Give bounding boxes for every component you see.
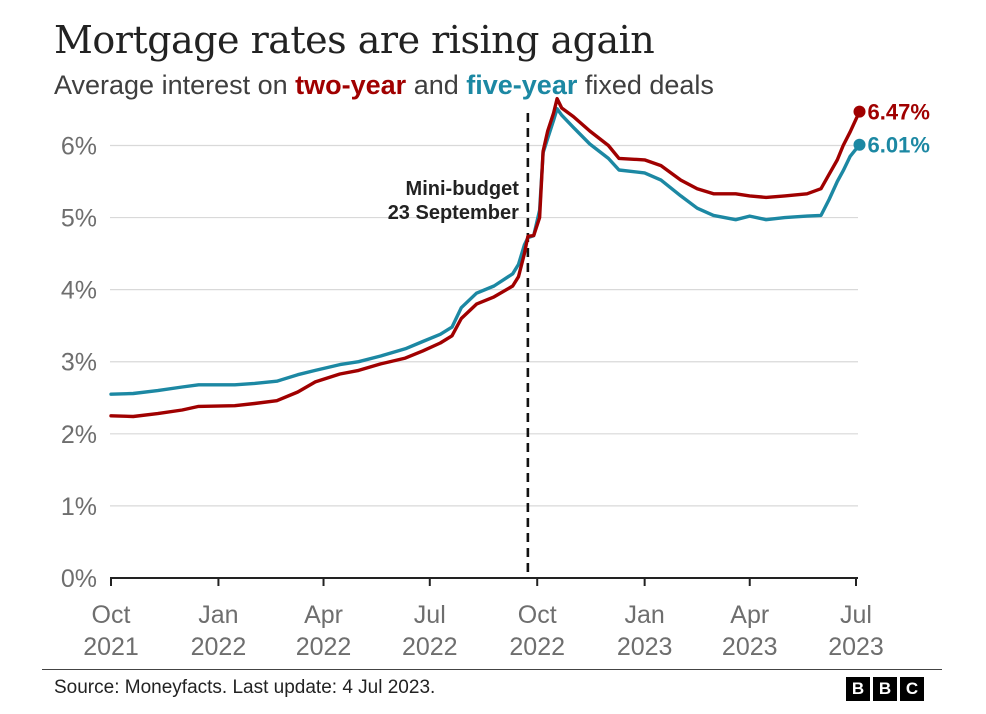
x-tick-label: Apr bbox=[730, 601, 769, 629]
x-tick-label: 2023 bbox=[722, 633, 778, 661]
logo-letter: B bbox=[846, 677, 870, 701]
subtitle-five-year-key: five-year bbox=[466, 70, 578, 100]
annotation-label: Mini-budget bbox=[406, 178, 520, 200]
series-end-label-two-year: 6.47% bbox=[868, 100, 930, 125]
chart-title: Mortgage rates are rising again bbox=[54, 18, 655, 62]
x-tick-label: Apr bbox=[304, 601, 343, 629]
x-tick-label: Jan bbox=[198, 601, 238, 629]
y-tick-label: 0% bbox=[61, 565, 97, 593]
series-end-label-five-year: 6.01% bbox=[868, 133, 930, 158]
y-tick-label: 2% bbox=[61, 421, 97, 449]
x-tick-label: 2022 bbox=[296, 633, 352, 661]
x-tick-label: 2023 bbox=[617, 633, 673, 661]
footer-divider bbox=[42, 669, 942, 670]
series-line-two-year bbox=[109, 96, 862, 419]
subtitle-text-mid: and bbox=[406, 70, 467, 100]
y-tick-label: 4% bbox=[61, 277, 97, 305]
x-tick-label: 2022 bbox=[509, 633, 565, 661]
y-tick-label: 6% bbox=[61, 132, 97, 160]
x-tick-label: Oct bbox=[92, 601, 131, 629]
series-end-point-two-year bbox=[853, 105, 866, 118]
x-tick-label: 2022 bbox=[402, 633, 458, 661]
logo-letter: C bbox=[900, 677, 924, 701]
y-tick-label: 1% bbox=[61, 493, 97, 521]
x-tick-label: 2022 bbox=[191, 633, 247, 661]
series-end-point-five-year bbox=[853, 138, 866, 151]
x-tick-label: Jul bbox=[414, 601, 446, 629]
annotation-label: 23 September bbox=[388, 202, 519, 224]
x-tick-label: Jan bbox=[624, 601, 664, 629]
y-tick-label: 5% bbox=[61, 205, 97, 233]
series-line-five-year bbox=[109, 107, 862, 396]
x-tick-label: 2023 bbox=[828, 633, 884, 661]
subtitle-two-year-key: two-year bbox=[295, 70, 407, 100]
x-tick-label: Oct bbox=[518, 601, 557, 629]
x-tick-label: Jul bbox=[840, 601, 872, 629]
bbc-logo: B B C bbox=[846, 677, 924, 701]
y-tick-label: 3% bbox=[61, 349, 97, 377]
logo-letter: B bbox=[873, 677, 897, 701]
source-note: Source: Moneyfacts. Last update: 4 Jul 2… bbox=[54, 677, 436, 698]
chart-subtitle: Average interest on two-year and five-ye… bbox=[54, 70, 714, 101]
subtitle-text-end: fixed deals bbox=[577, 70, 714, 100]
x-tick-label: 2021 bbox=[83, 633, 139, 661]
subtitle-text-start: Average interest on bbox=[54, 70, 296, 100]
